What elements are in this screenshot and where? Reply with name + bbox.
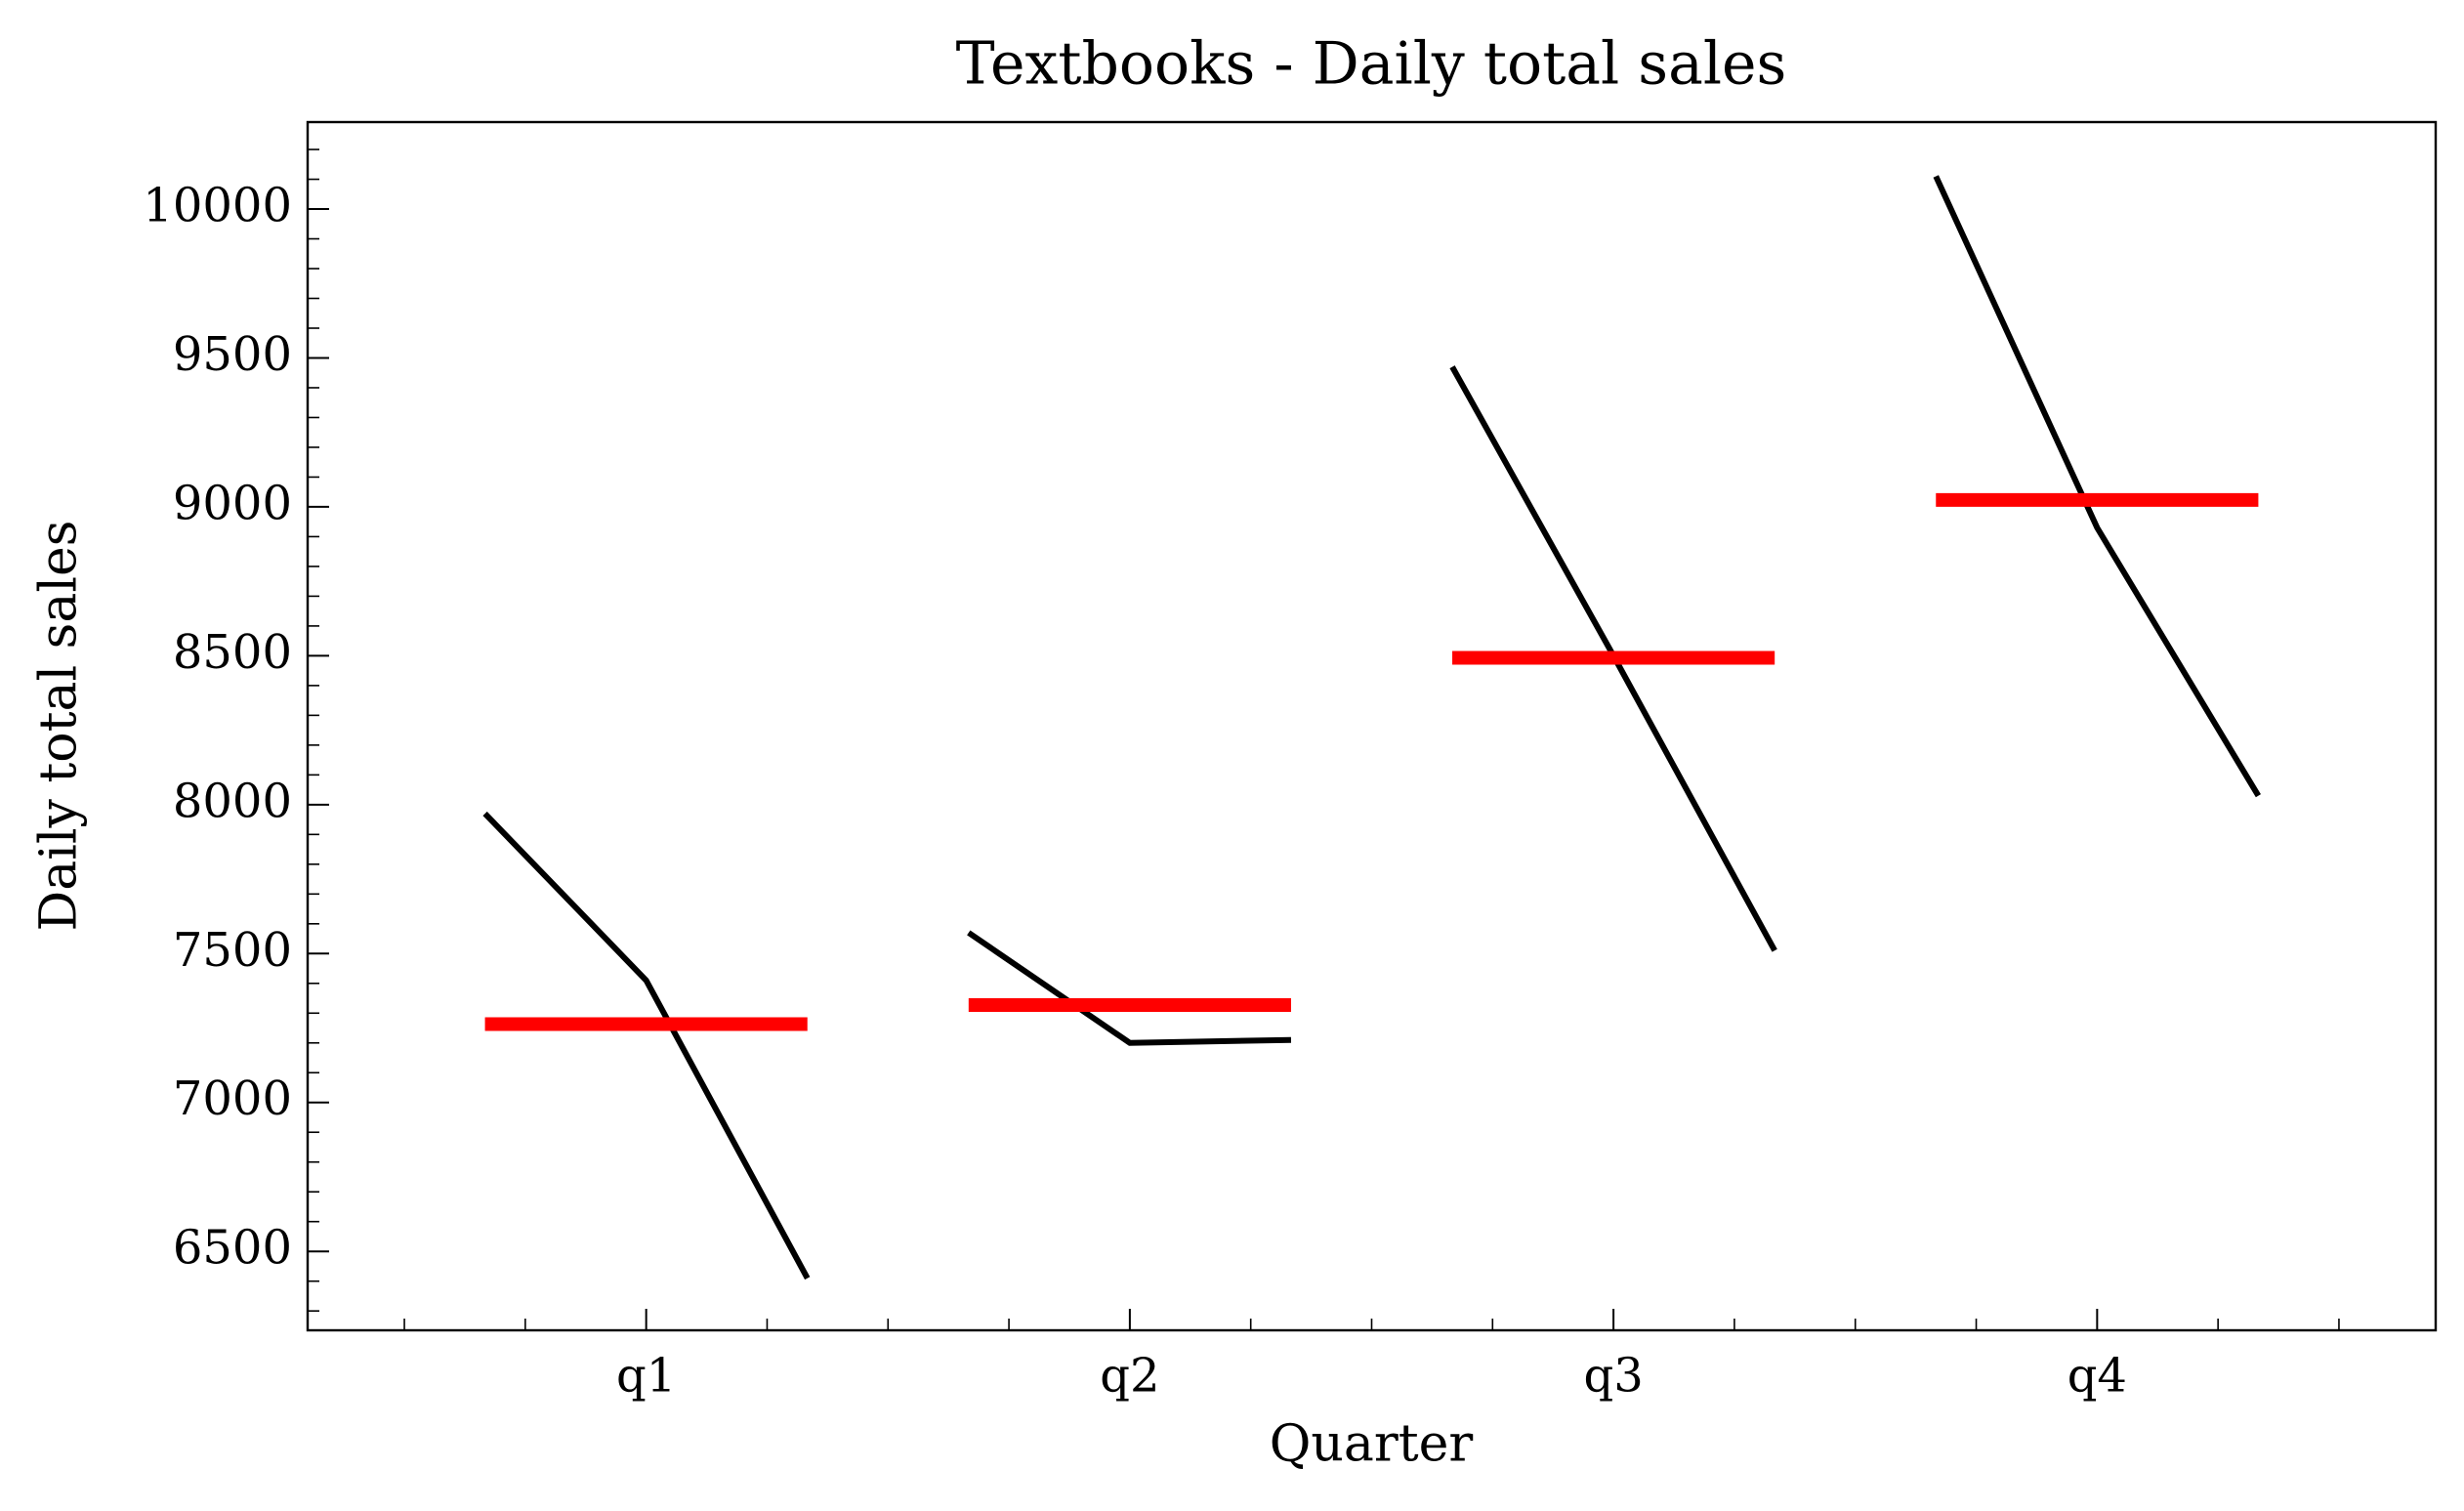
subseries-line: [482, 811, 811, 1280]
x-tick-label: q1: [616, 1349, 676, 1404]
x-axis-label: Quarter: [1270, 1415, 1474, 1474]
y-tick-label: 8500: [173, 625, 292, 680]
y-tick-label: 6500: [173, 1221, 292, 1276]
y-tick-label: 9000: [173, 476, 292, 530]
subseries-line: [967, 930, 1292, 1046]
chart-title: Textbooks - Daily total sales: [956, 30, 1787, 99]
x-tick-label: q2: [1100, 1349, 1159, 1404]
x-tick-label: q3: [1583, 1349, 1643, 1404]
plot-frame: [306, 120, 2438, 1332]
y-tick-label: 10000: [143, 179, 292, 233]
y-axis-label: Daily total sales: [30, 521, 89, 932]
subseries-line: [1933, 175, 2261, 798]
y-tick-label: 7000: [173, 1071, 292, 1126]
y-tick-label: 9500: [173, 327, 292, 382]
x-tick-label: q4: [2067, 1349, 2127, 1404]
y-tick-label: 7500: [173, 923, 292, 978]
y-tick-label: 8000: [173, 774, 292, 828]
